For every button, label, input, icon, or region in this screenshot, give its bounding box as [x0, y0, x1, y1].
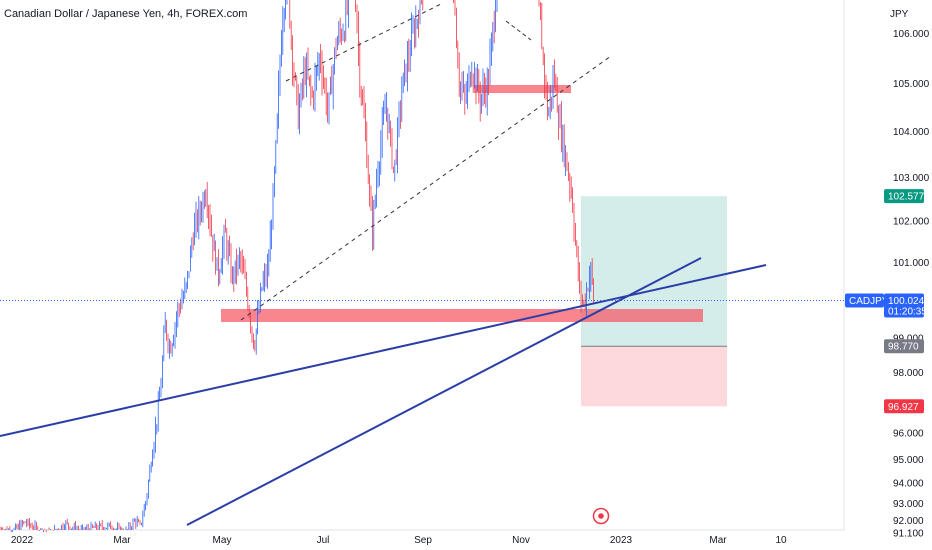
time-tick-label: Jul [317, 535, 330, 546]
time-tick-label: Mar [113, 535, 131, 546]
channel-upper-dashed [285, 3, 442, 82]
price-tick-label: 92.000 [893, 516, 924, 527]
trendline-steep [186, 257, 702, 526]
channel-lower-dashed [240, 55, 612, 321]
event-marker-dot [598, 513, 604, 519]
price-tag [884, 339, 924, 354]
symbol-tag [845, 293, 884, 308]
currency-label: JPY [890, 9, 909, 20]
price-tick-label: 93.000 [893, 499, 924, 510]
top-dashed-line [505, 20, 532, 41]
event-marker[interactable] [592, 507, 610, 525]
price-tag [884, 189, 924, 204]
long-position-profit-zone [581, 196, 727, 347]
price-tick-label: 99.000 [893, 334, 924, 345]
chart-zones [221, 85, 727, 407]
time-tick-label: May [213, 535, 232, 546]
time-tick-label: 2023 [610, 535, 633, 546]
support-zone [221, 309, 703, 322]
price-axis: 108.000107.000106.000105.000104.000103.0… [845, 29, 930, 540]
time-tick-label: Sep [414, 535, 432, 546]
chart-title: Canadian Dollar / Japanese Yen, 4h, FORE… [4, 8, 247, 20]
trendline-long [0, 264, 767, 437]
event-marker-ring [592, 507, 610, 525]
price-tick-label: 98.000 [893, 368, 924, 379]
price-tick-label: 94.000 [893, 479, 924, 490]
price-tick-label: 104.000 [893, 127, 930, 138]
price-tag-label: 102.577 [888, 192, 925, 203]
price-tag-label: 98.770 [888, 342, 919, 353]
price-tag-label: 96.927 [888, 402, 919, 413]
time-axis: 2022 Mar May Jul Sep Nov 2023 Mar 10 [11, 535, 787, 546]
price-tick-label: 102.000 [893, 217, 930, 228]
long-position-loss-zone [581, 346, 727, 407]
price-tick-label: 106.000 [893, 29, 930, 40]
time-tick-label: Nov [512, 535, 530, 546]
resistance-zone [474, 85, 571, 93]
symbol-tag-label: CADJPY [849, 296, 889, 307]
chart-background [0, 0, 845, 531]
price-tick-label: 91.100 [893, 529, 924, 540]
countdown-label: 01:20:35 [888, 307, 927, 318]
time-tick-label: 10 [775, 535, 787, 546]
price-tick-label: 95.000 [893, 455, 924, 466]
price-tick-label: 103.000 [893, 173, 930, 184]
price-tag [884, 399, 924, 414]
last-price-label: 100.024 [888, 296, 925, 307]
price-tick-label: 101.000 [893, 258, 930, 269]
candles [0, 0, 594, 533]
time-tick-label: 2022 [11, 535, 34, 546]
drawing-tools [0, 3, 844, 526]
last-price-tag [884, 293, 924, 318]
time-tick-label: Mar [709, 535, 727, 546]
price-tick-label: 96.000 [893, 429, 924, 440]
price-tick-label: 105.000 [893, 79, 930, 90]
